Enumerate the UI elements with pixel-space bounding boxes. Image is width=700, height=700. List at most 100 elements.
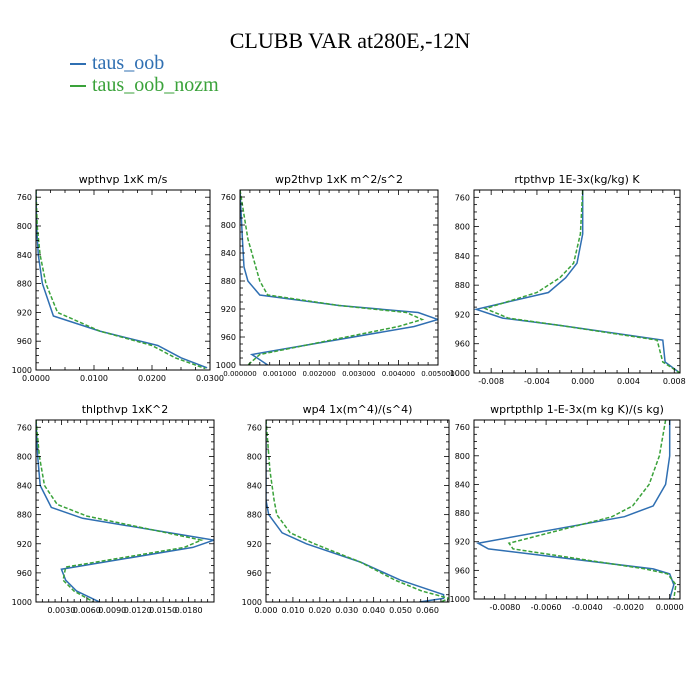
legend-swatch-taus-oob-nozm <box>70 85 86 88</box>
series-line-taus-oob-nozm-3 <box>483 190 680 373</box>
y-tick-label-4: 960 <box>17 569 32 578</box>
x-tick-label-1: 0.0200 <box>138 374 166 383</box>
y-tick-label-6: 960 <box>455 566 470 575</box>
y-tick-label-3: 760 <box>455 193 470 202</box>
y-tick-label-4: 800 <box>17 452 32 461</box>
y-tick-label-1: 920 <box>17 308 32 317</box>
plot-frame-5 <box>265 419 450 603</box>
y-tick-label-3: 920 <box>455 310 470 319</box>
y-tick-label-1: 800 <box>17 222 32 231</box>
series-line-taus-oob-nozm-4 <box>36 420 204 602</box>
chart-title-3: rtpthvp 1E-3x(kg/kg) K <box>514 173 640 186</box>
x-tick-label-6: 0.0000 <box>656 603 684 612</box>
x-tick-label-1: 0.0300 <box>196 374 224 383</box>
series-line-taus-oob-nozm-2 <box>240 190 425 365</box>
y-tick-label-1: 960 <box>17 337 32 346</box>
x-tick-label-4: 0.0180 <box>175 606 203 615</box>
series-line-taus-oob-nozm-6 <box>507 420 677 599</box>
x-tick-label-5: 0.020 <box>308 606 331 615</box>
y-tick-label-3: 800 <box>455 223 470 232</box>
y-tick-label-1: 1000 <box>12 366 32 375</box>
x-tick-label-2: 0.005000 <box>421 370 454 378</box>
x-tick-label-2: 0.002000 <box>302 370 335 378</box>
y-tick-label-5: 960 <box>247 569 262 578</box>
x-tick-label-4: 0.0150 <box>149 606 177 615</box>
y-tick-label-2: 840 <box>221 249 236 258</box>
x-tick-label-5: 0.030 <box>335 606 358 615</box>
x-tick-label-5: 0.060 <box>416 606 439 615</box>
chart-panel-2: wp2thvp 1xK m^2/s^2 760 800 840 880 920 960 100… <box>216 173 455 378</box>
x-tick-label-3: 0.000 <box>571 377 594 386</box>
x-tick-label-2: 0.000000 <box>223 370 256 378</box>
x-tick-label-5: 0.040 <box>362 606 385 615</box>
y-tick-label-2: 960 <box>221 333 236 342</box>
chart-panel-6: wprtpthlp 1-E-3x(m kg K)/(s kg) 760 800 840… <box>450 403 684 612</box>
plot-frame-3 <box>473 189 681 374</box>
chart-title-1: wpthvp 1xK m/s <box>79 173 168 186</box>
series-line-taus-oob-nozm-5 <box>266 420 449 602</box>
y-tick-label-5: 920 <box>247 540 262 549</box>
y-tick-label-4: 920 <box>17 540 32 549</box>
y-tick-label-2: 880 <box>221 277 236 286</box>
x-tick-label-3: -0.004 <box>524 377 550 386</box>
y-tick-label-2: 920 <box>221 305 236 314</box>
x-tick-label-6: -0.0020 <box>613 603 644 612</box>
chart-title-4: thlpthvp 1xK^2 <box>82 403 169 416</box>
series-line-taus-oob-5 <box>266 420 445 602</box>
chart-title-5: wp4 1x(m^4)/(s^4) <box>303 403 413 416</box>
y-tick-label-6: 800 <box>455 452 470 461</box>
x-tick-label-6: -0.0040 <box>572 603 603 612</box>
y-tick-label-2: 800 <box>221 221 236 230</box>
series-line-taus-oob-1 <box>36 190 208 369</box>
chart-panel-5: wp4 1x(m^4)/(s^4)76080084088092096010000… <box>242 403 450 615</box>
y-tick-label-4: 880 <box>17 511 32 520</box>
y-tick-label-4: 1000 <box>12 598 32 607</box>
y-tick-label-5: 840 <box>247 482 262 491</box>
x-tick-label-1: 0.0100 <box>80 374 108 383</box>
page-title: CLUBB VAR at280E,-12N <box>229 28 471 53</box>
x-tick-label-4: 0.0090 <box>98 606 126 615</box>
y-tick-label-4: 840 <box>17 482 32 491</box>
x-tick-label-5: 0.010 <box>281 606 304 615</box>
y-tick-label-3: 840 <box>455 252 470 261</box>
plot-frame-1 <box>35 189 211 371</box>
y-tick-label-5: 760 <box>247 423 262 432</box>
y-tick-label-6: 880 <box>455 509 470 518</box>
legend-swatch-taus-oob <box>70 63 86 66</box>
series-line-taus-oob-nozm-1 <box>36 190 206 370</box>
chart-panel-4: thlpthvp 1xK^2 760 800 840 880 920 960 1000 0.00… <box>12 403 215 615</box>
y-tick-label-5: 800 <box>247 452 262 461</box>
y-tick-label-1: 760 <box>17 193 32 202</box>
y-tick-label-3: 960 <box>455 340 470 349</box>
series-line-taus-oob-4 <box>36 420 214 602</box>
x-tick-label-2: 0.001000 <box>263 370 296 378</box>
plot-frame-6 <box>473 419 681 600</box>
y-tick-label-3: 880 <box>455 281 470 290</box>
x-tick-label-5: 0.050 <box>389 606 412 615</box>
x-tick-label-3: -0.008 <box>478 377 504 386</box>
y-tick-label-2: 1000 <box>216 361 236 370</box>
chart-panel-3: rtpthvp 1E-3x(kg/kg) K 760 800 840 880 920 960… <box>450 173 686 386</box>
y-tick-label-6: 1000 <box>450 595 470 604</box>
series-line-taus-oob-3 <box>474 190 680 373</box>
x-tick-label-3: 0.004 <box>617 377 640 386</box>
x-tick-label-6: -0.0060 <box>531 603 562 612</box>
x-tick-label-4: 0.0060 <box>73 606 101 615</box>
x-tick-label-3: 0.008 <box>663 377 686 386</box>
x-tick-label-2: 0.003000 <box>342 370 375 378</box>
y-tick-label-1: 840 <box>17 251 32 260</box>
y-tick-label-5: 1000 <box>242 598 262 607</box>
y-tick-label-6: 920 <box>455 538 470 547</box>
y-tick-label-1: 880 <box>17 280 32 289</box>
y-tick-label-4: 760 <box>17 423 32 432</box>
x-tick-label-4: 0.0030 <box>47 606 75 615</box>
x-tick-label-6: -0.0080 <box>489 603 520 612</box>
legend-label-taus-oob-nozm: taus_oob_nozm <box>92 74 219 96</box>
x-tick-label-5: 0.000 <box>255 606 278 615</box>
x-tick-label-2: 0.004000 <box>382 370 415 378</box>
legend-entry-taus-oob-nozm: taus_oob_nozm <box>70 74 219 97</box>
chart-panel-1: wpthvp 1xK m/s 760 800 840 880 920 960 10000.00… <box>12 173 224 383</box>
x-tick-label-1: 0.0000 <box>22 374 50 383</box>
y-tick-label-5: 880 <box>247 511 262 520</box>
